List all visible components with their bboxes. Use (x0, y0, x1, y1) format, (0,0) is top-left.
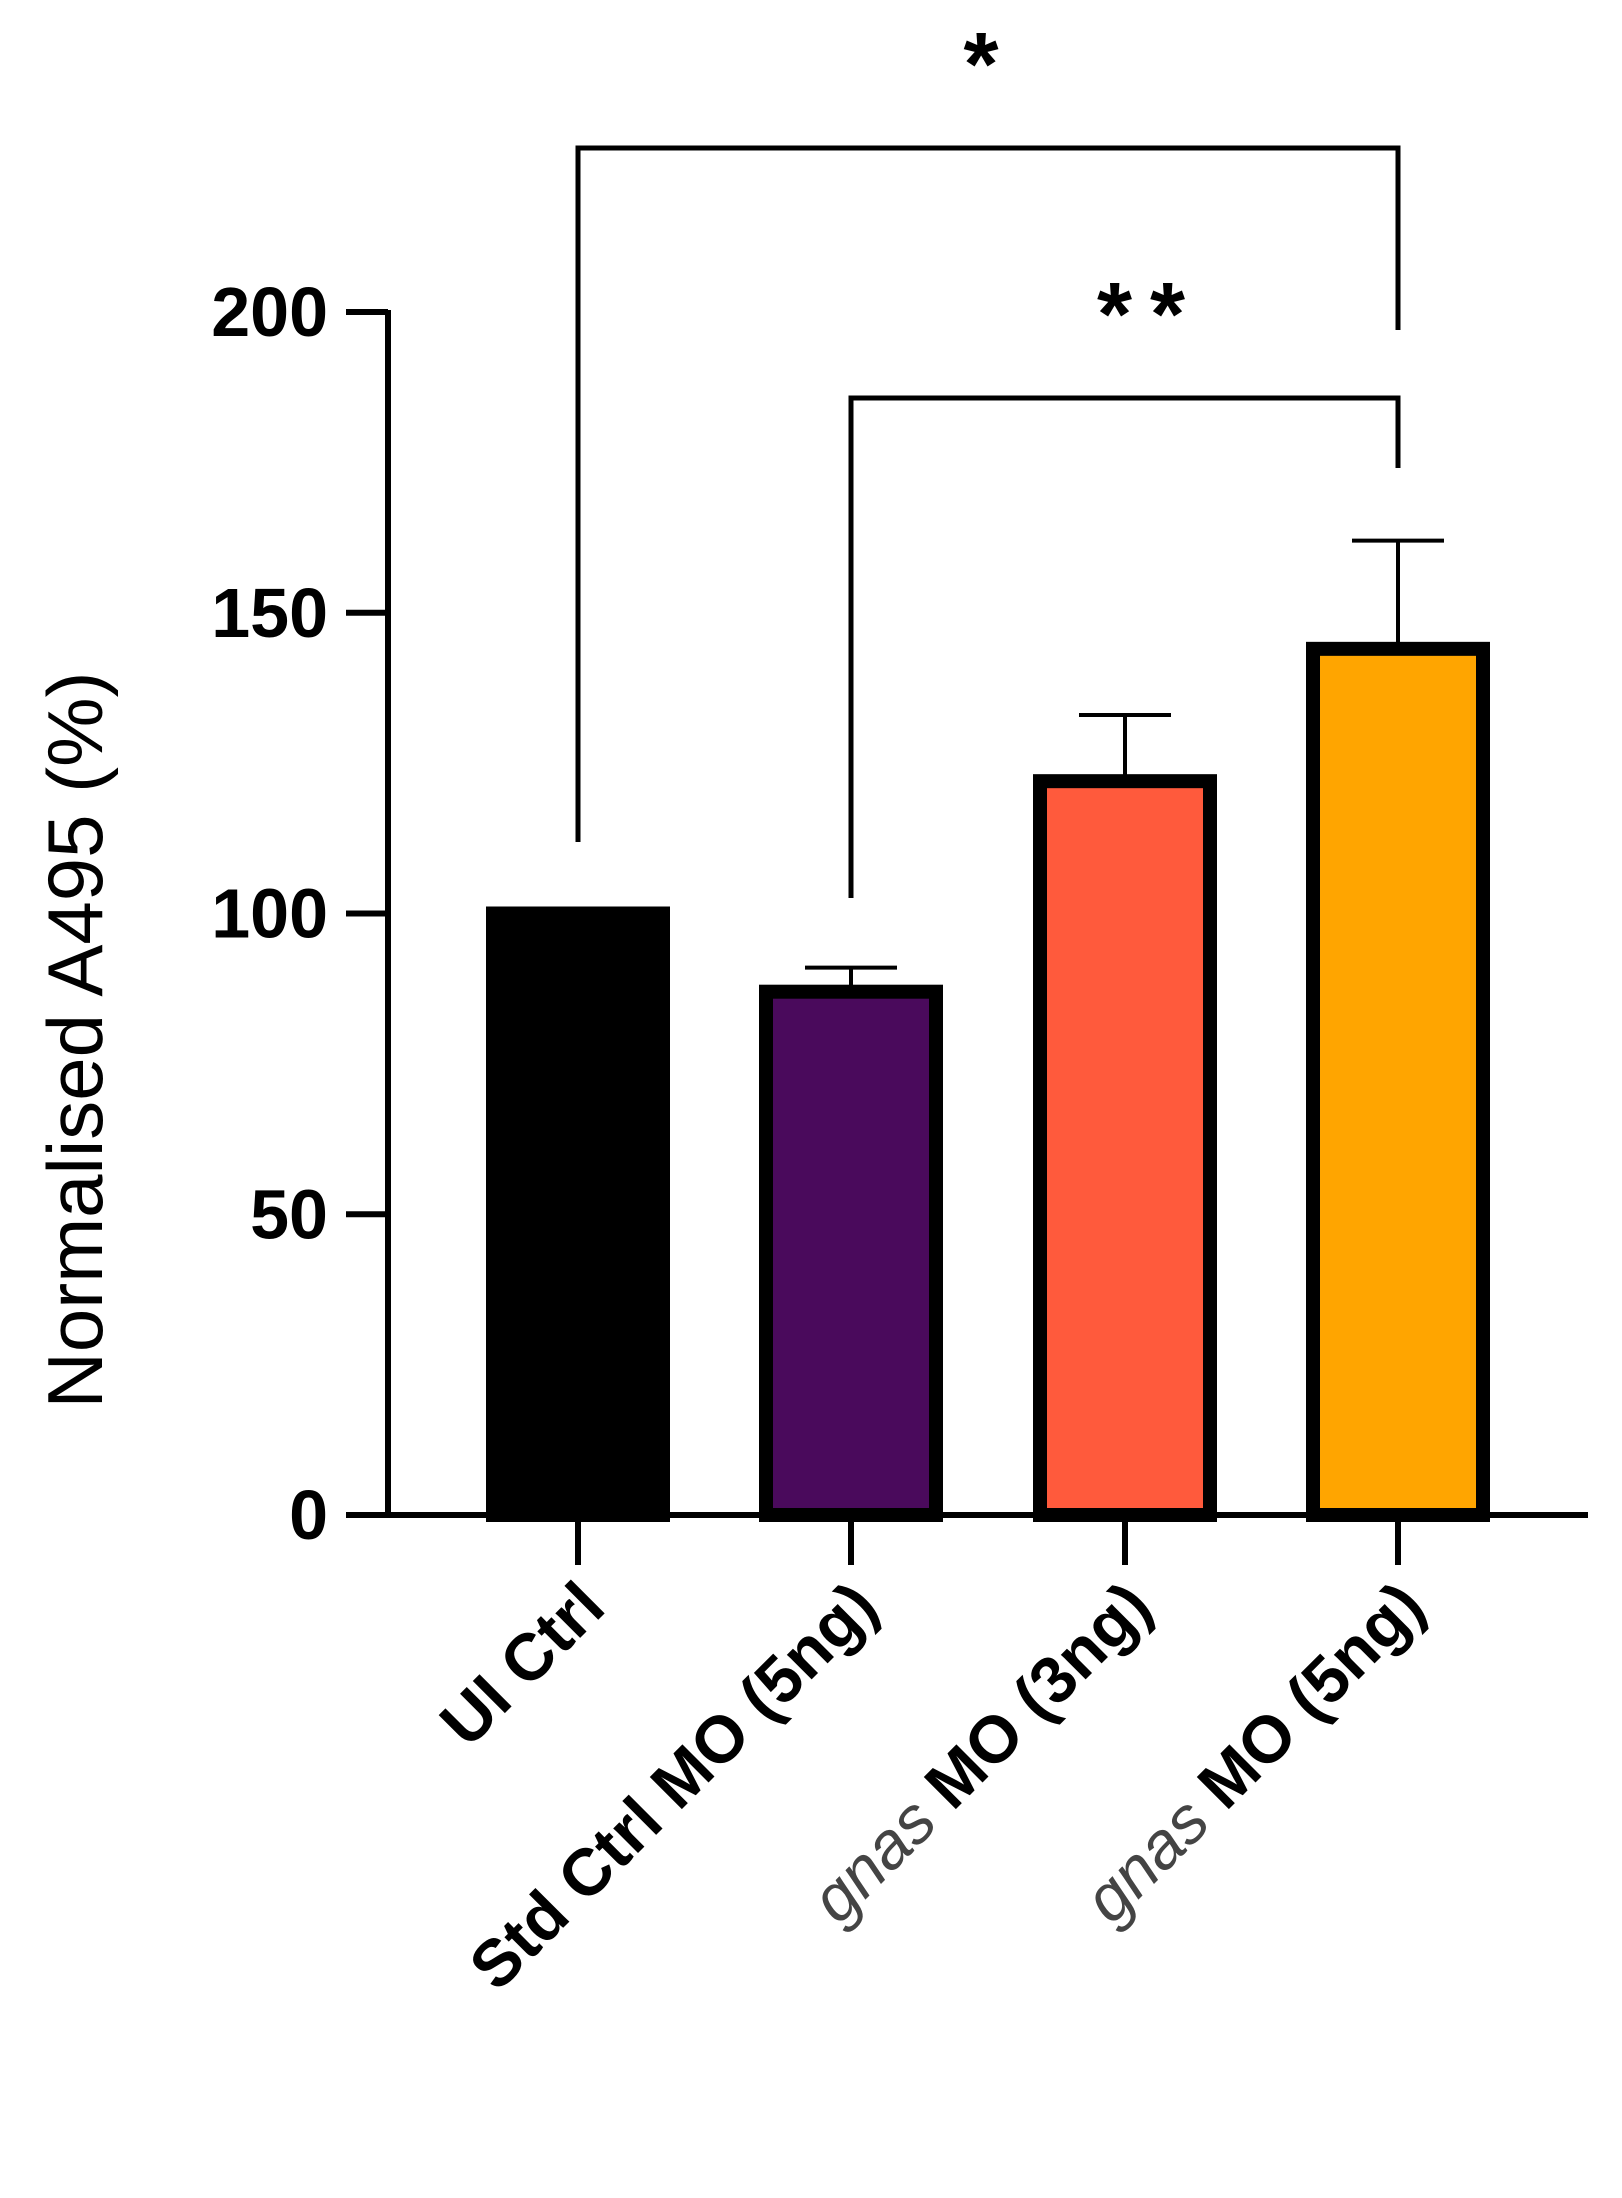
significance-bracket-1 (848, 395, 1401, 898)
axes-layer (346, 309, 1588, 1565)
error-bars-layer (805, 538, 1444, 992)
bar-1 (759, 984, 943, 1522)
y-axis-label: Normalised A495 (%) (31, 672, 119, 1409)
bars-layer (486, 641, 1490, 1522)
bar-3 (1306, 641, 1490, 1522)
x-tick-label-0: UI Ctrl (426, 1568, 618, 1760)
significance-layer: *** (575, 15, 1401, 898)
significance-bracket-0 (575, 145, 1401, 842)
significance-label-1: ** (1097, 265, 1203, 365)
y-tick-label-4: 200 (211, 273, 328, 351)
y-tick-label-1: 50 (250, 1175, 328, 1253)
x-tick-label-text-0: UI Ctrl (426, 1568, 618, 1760)
x-tick-label-text-3: MO (5ng) (1170, 1568, 1437, 1835)
x-tick-label-text-2: MO (3ng) (897, 1568, 1164, 1835)
significance-label-0: * (963, 15, 1016, 115)
y-tick-label-2: 100 (211, 875, 328, 953)
y-tick-label-0: 0 (289, 1476, 328, 1554)
bar-0 (486, 906, 670, 1522)
bar-2 (1033, 774, 1217, 1522)
y-tick-label-3: 150 (211, 574, 328, 652)
